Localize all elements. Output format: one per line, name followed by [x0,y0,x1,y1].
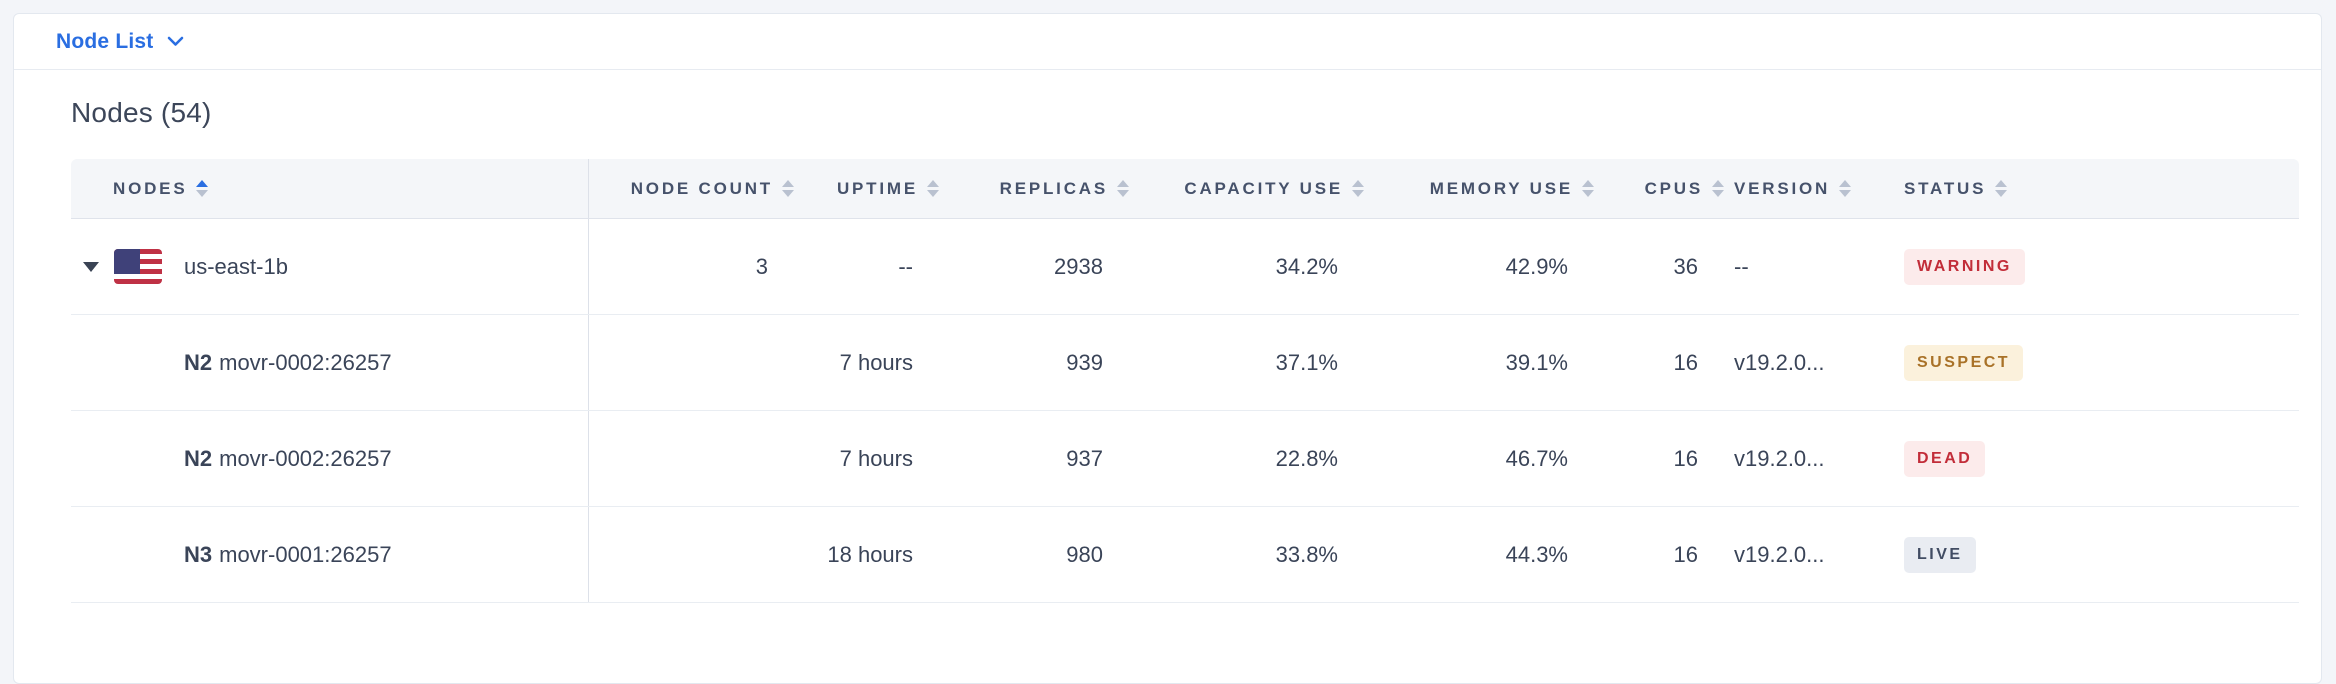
uptime-cell: -- [898,253,913,279]
status-badge: DEAD [1904,440,1986,477]
sort-icon[interactable] [196,180,209,197]
table-header-row: NODES NODE COUNT UPTIME REPLICAS CAPACIT… [71,159,2299,219]
column-label: NODES [113,178,188,198]
column-label: REPLICAS [999,178,1108,198]
node-list-card: Node List Nodes (54) NODES NODE COUNT UP… [13,13,2322,684]
sort-icon[interactable] [1995,180,2008,197]
node-id: N2 [184,445,213,471]
column-header-uptime[interactable]: UPTIME [794,159,939,218]
node-id: N2 [184,349,213,375]
status-cell: DEAD [1904,411,2299,506]
sort-icon[interactable] [1839,180,1852,197]
region-name-cell[interactable]: us-east-1b [71,219,589,314]
capacity-use-cell: 37.1% [1275,349,1338,375]
version-cell: v19.2.0... [1734,541,1825,567]
column-label: VERSION [1734,178,1831,198]
status-badge: WARNING [1904,248,2025,285]
sort-icon[interactable] [1582,180,1594,197]
breadcrumb-bar: Node List [14,14,2321,70]
sort-icon[interactable] [782,180,794,197]
memory-use-cell: 46.7% [1505,445,1568,471]
sort-icon[interactable] [1352,180,1364,197]
cpus-cell: 16 [1673,445,1698,471]
replicas-cell: 939 [1066,349,1103,375]
status-cell: LIVE [1904,507,2299,602]
table-row-node[interactable]: N2 movr-0002:26257 7 hours 939 37.1% 39.… [71,315,2299,411]
node-count-cell [589,315,794,410]
page-title: Nodes (54) [71,97,212,128]
table-row-region[interactable]: us-east-1b 3 -- 2938 34.2% 42.9% 36 -- W… [71,219,2299,315]
cpus-cell: 16 [1673,541,1698,567]
column-header-status[interactable]: STATUS [1904,159,2299,218]
nodes-table: NODES NODE COUNT UPTIME REPLICAS CAPACIT… [71,159,2299,603]
breadcrumb-label[interactable]: Node List [56,29,154,53]
column-header-nodes[interactable]: NODES [71,159,589,218]
node-id: N3 [184,541,213,567]
sort-icon[interactable] [1117,180,1129,197]
node-count-cell: 3 [755,253,768,279]
version-cell: -- [1734,253,1749,279]
version-cell: v19.2.0... [1734,445,1825,471]
replicas-cell: 2938 [1054,253,1103,279]
uptime-cell: 18 hours [827,541,913,567]
column-label: CPUS [1644,178,1703,198]
column-label: STATUS [1904,178,1987,198]
uptime-cell: 7 hours [839,445,913,471]
table-row-node[interactable]: N2 movr-0002:26257 7 hours 937 22.8% 46.… [71,411,2299,507]
uptime-cell: 7 hours [839,349,913,375]
column-header-version[interactable]: VERSION [1724,159,1904,218]
column-label: UPTIME [836,178,918,198]
node-address: movr-0002:26257 [219,445,392,471]
table-row-node[interactable]: N3 movr-0001:26257 18 hours 980 33.8% 44… [71,507,2299,603]
memory-use-cell: 44.3% [1505,541,1568,567]
replicas-cell: 980 [1066,541,1103,567]
breadcrumb[interactable]: Node List [56,30,184,54]
status-badge: LIVE [1904,536,1976,573]
region-name: us-east-1b [184,253,288,279]
column-label: CAPACITY USE [1184,178,1343,198]
status-badge: SUSPECT [1904,344,2024,381]
node-count-cell [589,411,794,506]
capacity-use-cell: 33.8% [1275,541,1338,567]
version-cell: v19.2.0... [1734,349,1825,375]
sort-icon[interactable] [927,180,939,197]
column-label: NODE COUNT [630,178,773,198]
chevron-down-icon [168,36,184,46]
card-body: Nodes (54) NODES NODE COUNT UPTIME REPLI… [14,97,2321,603]
column-header-memory-use[interactable]: MEMORY USE [1364,159,1594,218]
column-header-cpus[interactable]: CPUS [1594,159,1724,218]
column-header-node-count[interactable]: NODE COUNT [589,159,794,218]
column-header-replicas[interactable]: REPLICAS [939,159,1129,218]
column-label: MEMORY USE [1429,178,1573,198]
node-name-cell[interactable]: N2 movr-0002:26257 [71,315,589,410]
status-cell: WARNING [1904,219,2299,314]
column-header-capacity-use[interactable]: CAPACITY USE [1129,159,1364,218]
replicas-cell: 937 [1066,445,1103,471]
sort-icon[interactable] [1712,180,1724,197]
node-name-cell[interactable]: N2 movr-0002:26257 [71,411,589,506]
node-address: movr-0002:26257 [219,349,392,375]
memory-use-cell: 39.1% [1505,349,1568,375]
memory-use-cell: 42.9% [1505,253,1568,279]
capacity-use-cell: 22.8% [1275,445,1338,471]
status-cell: SUSPECT [1904,315,2299,410]
capacity-use-cell: 34.2% [1275,253,1338,279]
node-name-cell[interactable]: N3 movr-0001:26257 [71,507,589,602]
cpus-cell: 36 [1673,253,1698,279]
collapse-expander-icon[interactable] [83,261,99,272]
cpus-cell: 16 [1673,349,1698,375]
us-flag-icon [114,249,162,284]
node-address: movr-0001:26257 [219,541,392,567]
node-count-cell [589,507,794,602]
